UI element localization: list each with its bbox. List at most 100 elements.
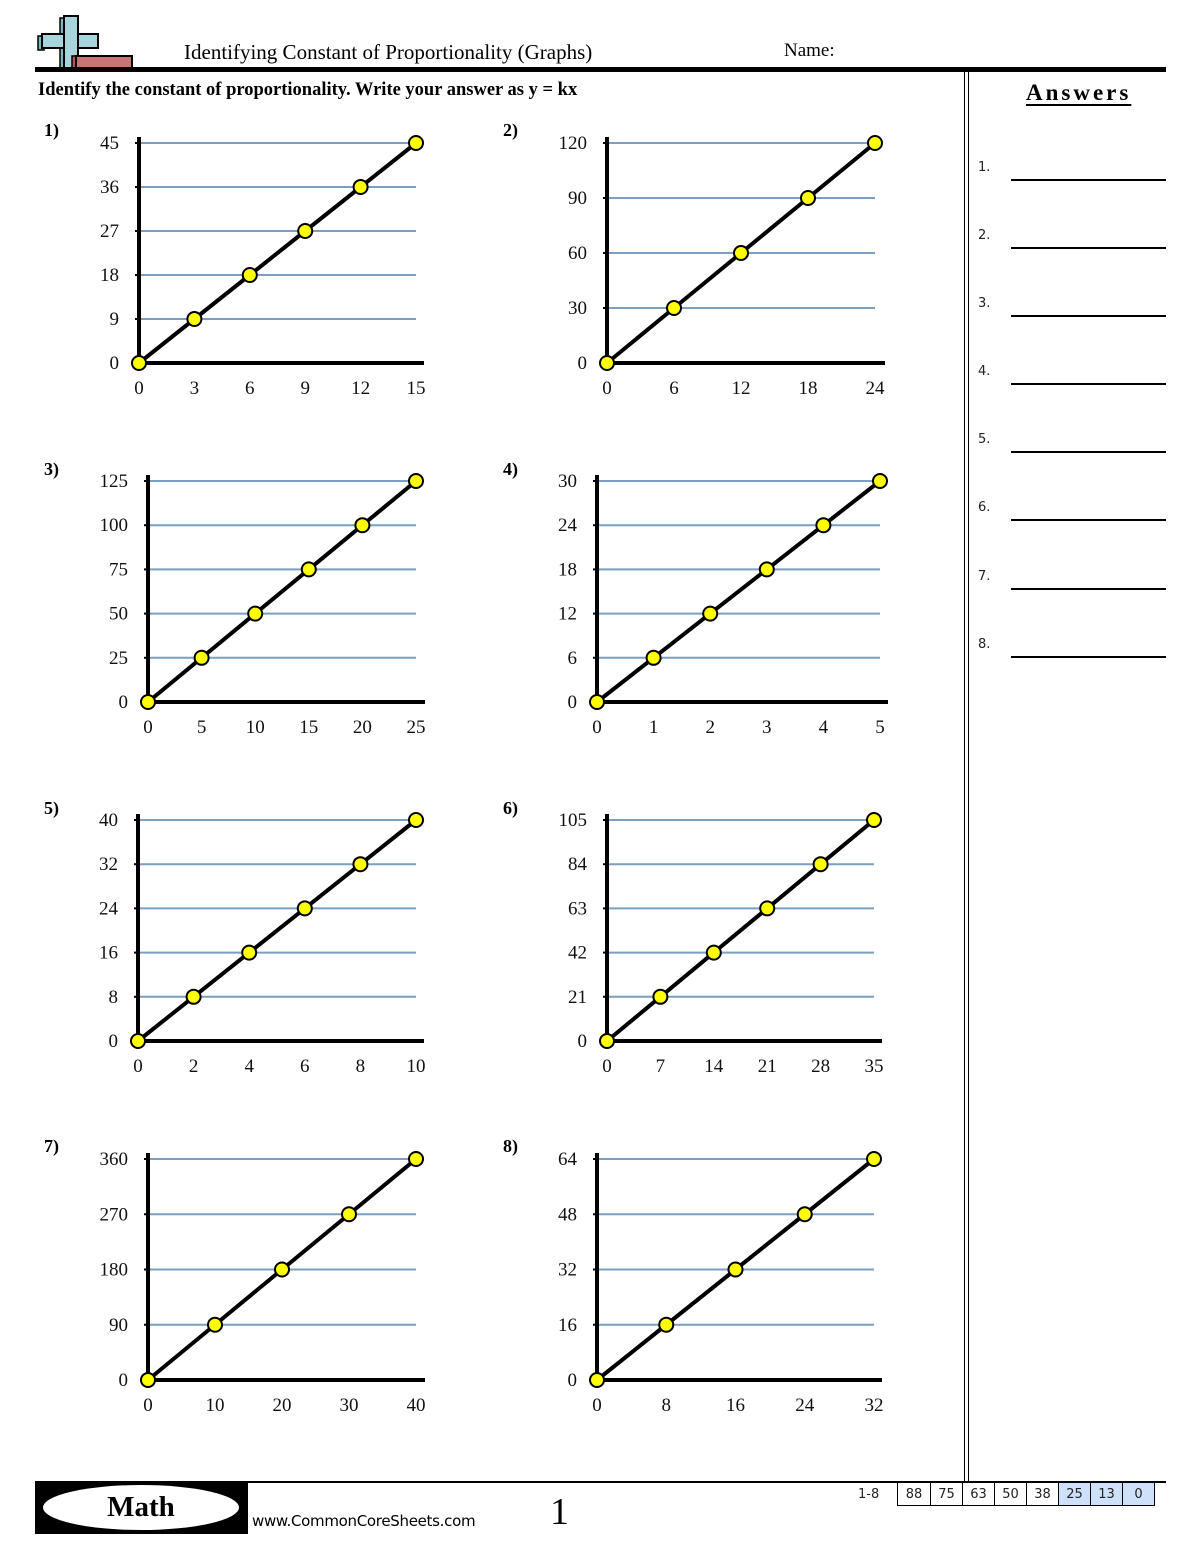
y-tick-label: 125 bbox=[100, 471, 129, 492]
x-tick-label: 6 bbox=[669, 378, 679, 399]
proportional-line bbox=[595, 479, 882, 704]
y-tick-label: 40 bbox=[99, 810, 118, 831]
y-tick-label: 21 bbox=[568, 987, 587, 1008]
instructions: Identify the constant of proportionality… bbox=[38, 80, 578, 100]
answer-input-1[interactable] bbox=[1011, 179, 1166, 181]
answer-input-8[interactable] bbox=[1011, 656, 1166, 658]
y-tick-label: 25 bbox=[109, 648, 128, 669]
data-point bbox=[815, 517, 832, 534]
answer-input-6[interactable] bbox=[1011, 519, 1166, 521]
score-cell: 13 bbox=[1090, 1483, 1122, 1505]
answer-input-3[interactable] bbox=[1011, 315, 1166, 317]
data-point bbox=[186, 311, 203, 327]
data-point bbox=[758, 561, 775, 578]
data-point bbox=[352, 179, 369, 195]
y-tick-label: 16 bbox=[558, 1315, 577, 1336]
y-tick-label: 45 bbox=[100, 133, 119, 154]
x-tick-label: 9 bbox=[300, 378, 310, 399]
data-point bbox=[297, 223, 314, 239]
x-tick-label: 3 bbox=[762, 717, 772, 738]
problem-number: 6) bbox=[503, 798, 518, 818]
y-tick-label: 24 bbox=[558, 515, 578, 536]
y-tick-label: 360 bbox=[100, 1149, 129, 1170]
x-tick-label: 20 bbox=[353, 717, 372, 738]
proportional-line bbox=[605, 818, 876, 1043]
x-tick-label: 10 bbox=[206, 1395, 225, 1416]
answer-label-7: 7. bbox=[978, 569, 991, 584]
x-tick-label: 20 bbox=[273, 1395, 292, 1416]
subject-label: Math bbox=[43, 1485, 239, 1530]
y-tick-label: 100 bbox=[100, 515, 129, 536]
answer-input-2[interactable] bbox=[1011, 247, 1166, 249]
answer-label-6: 6. bbox=[978, 500, 991, 515]
problem-number: 2) bbox=[503, 120, 518, 140]
x-tick-label: 0 bbox=[602, 378, 612, 399]
name-field-label: Name: bbox=[784, 40, 835, 61]
score-cell: 0 bbox=[1122, 1483, 1154, 1505]
y-tick-label: 36 bbox=[100, 177, 119, 198]
data-point bbox=[274, 1261, 290, 1278]
y-tick-label: 6 bbox=[568, 648, 578, 669]
y-tick-label: 0 bbox=[578, 353, 588, 374]
data-point bbox=[866, 812, 882, 828]
y-tick-label: 0 bbox=[578, 1031, 588, 1052]
x-tick-label: 0 bbox=[133, 1056, 143, 1077]
score-cell: 25 bbox=[1058, 1483, 1090, 1505]
y-tick-label: 12 bbox=[558, 604, 577, 625]
y-tick-label: 0 bbox=[568, 692, 578, 713]
x-tick-label: 0 bbox=[143, 1395, 153, 1416]
y-tick-label: 0 bbox=[109, 1031, 119, 1052]
x-tick-label: 24 bbox=[866, 378, 886, 399]
x-tick-label: 15 bbox=[299, 717, 318, 738]
page-number: 1 bbox=[550, 1491, 569, 1533]
data-point bbox=[300, 561, 317, 578]
x-tick-label: 5 bbox=[875, 717, 885, 738]
x-tick-label: 8 bbox=[662, 1395, 672, 1416]
data-point bbox=[666, 300, 682, 316]
data-point bbox=[341, 1206, 357, 1223]
x-tick-label: 2 bbox=[189, 1056, 199, 1077]
score-cell: 38 bbox=[1026, 1483, 1058, 1505]
data-point bbox=[131, 355, 147, 371]
data-point bbox=[185, 988, 202, 1005]
data-point bbox=[408, 473, 424, 489]
y-tick-label: 9 bbox=[110, 309, 120, 330]
x-tick-label: 4 bbox=[244, 1056, 254, 1077]
x-tick-label: 8 bbox=[356, 1056, 366, 1077]
data-point bbox=[702, 605, 719, 622]
x-tick-label: 0 bbox=[143, 717, 153, 738]
answer-input-7[interactable] bbox=[1011, 588, 1166, 590]
y-tick-label: 90 bbox=[109, 1315, 128, 1336]
y-tick-label: 180 bbox=[100, 1260, 129, 1281]
proportional-line bbox=[146, 1157, 418, 1382]
answer-label-1: 1. bbox=[978, 160, 991, 175]
website-link[interactable]: www.CommonCoreSheets.com bbox=[252, 1512, 476, 1530]
y-tick-label: 32 bbox=[99, 854, 118, 875]
data-point bbox=[354, 517, 371, 534]
problem-number: 1) bbox=[44, 120, 59, 140]
data-point bbox=[241, 944, 258, 961]
worksheet-title: Identifying Constant of Proportionality … bbox=[184, 40, 593, 64]
x-tick-label: 35 bbox=[865, 1056, 884, 1077]
data-point bbox=[705, 944, 722, 961]
answer-input-5[interactable] bbox=[1011, 451, 1166, 453]
header-divider bbox=[35, 67, 1166, 72]
answer-input-4[interactable] bbox=[1011, 383, 1166, 385]
x-tick-label: 30 bbox=[340, 1395, 359, 1416]
y-tick-label: 270 bbox=[100, 1204, 129, 1225]
data-point bbox=[589, 694, 605, 710]
data-point bbox=[408, 812, 424, 828]
data-point bbox=[599, 1033, 615, 1049]
x-tick-label: 14 bbox=[704, 1056, 724, 1077]
x-tick-label: 25 bbox=[407, 717, 426, 738]
proportional-line bbox=[605, 141, 877, 365]
answer-label-8: 8. bbox=[978, 637, 991, 652]
y-tick-label: 0 bbox=[119, 1370, 129, 1391]
x-tick-label: 10 bbox=[246, 717, 265, 738]
